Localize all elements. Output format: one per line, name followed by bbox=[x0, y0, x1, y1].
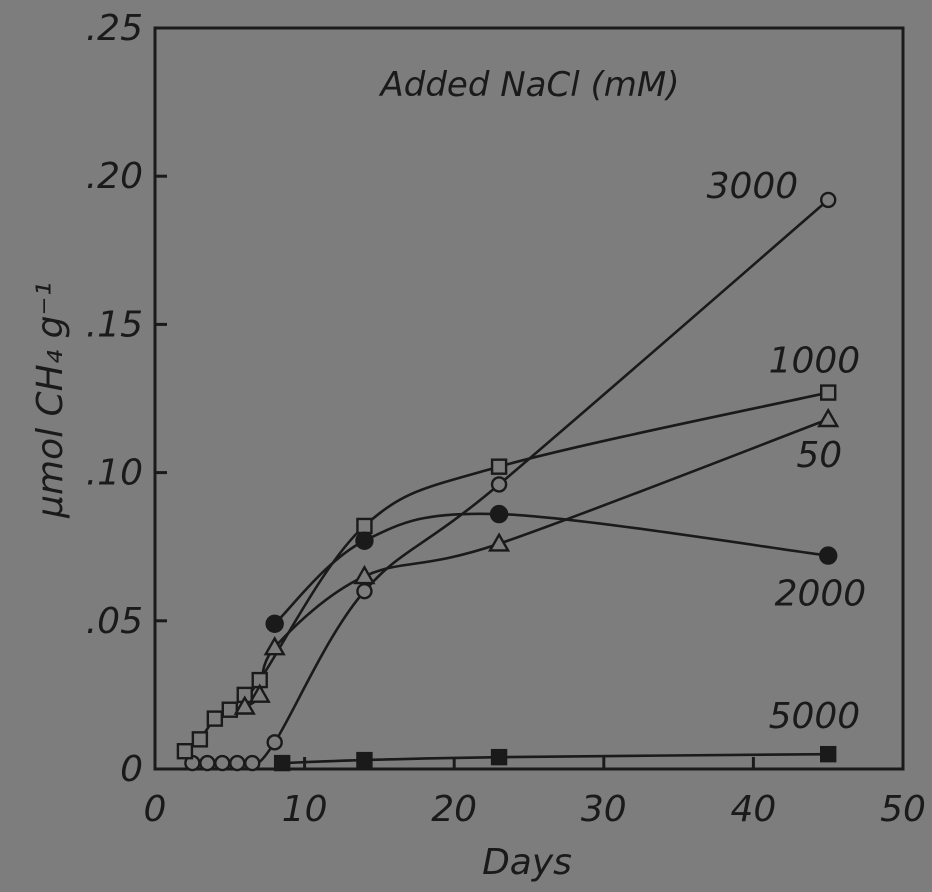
point-2000-3 bbox=[819, 546, 838, 565]
series-line-1000 bbox=[184, 391, 829, 753]
y-tick-label-0: 0 bbox=[120, 749, 143, 790]
point-3000-1 bbox=[199, 754, 216, 772]
x-tick-label-0: 0 bbox=[144, 789, 167, 830]
point-5000-1 bbox=[356, 751, 373, 769]
point-50-1 bbox=[248, 683, 271, 703]
point-3000-7 bbox=[490, 476, 508, 493]
point-2000-1 bbox=[355, 531, 374, 550]
y-tick-label-3: .15 bbox=[86, 304, 143, 345]
point-50-5 bbox=[817, 407, 840, 428]
point-1000-6 bbox=[356, 517, 373, 535]
series-line-3000 bbox=[192, 198, 830, 766]
point-3000-8 bbox=[820, 191, 837, 209]
point-5000-0 bbox=[273, 754, 291, 772]
point-50-0 bbox=[233, 695, 256, 715]
series-label-3000: 3000 bbox=[707, 166, 799, 207]
x-tick-label-1: 10 bbox=[282, 789, 328, 830]
x-tick-label-3: 30 bbox=[581, 789, 627, 830]
point-1000-7 bbox=[490, 458, 508, 475]
chart-title: Added NaCl (mM) bbox=[379, 65, 680, 105]
point-3000-4 bbox=[244, 754, 261, 772]
point-1000-8 bbox=[820, 384, 837, 401]
point-3000-6 bbox=[356, 582, 373, 600]
point-50-2 bbox=[263, 636, 286, 656]
point-5000-3 bbox=[820, 745, 837, 763]
series-line-2000 bbox=[273, 512, 829, 625]
point-2000-0 bbox=[265, 614, 284, 633]
point-3000-2 bbox=[214, 754, 231, 772]
y-tick-label-1: .05 bbox=[86, 601, 143, 642]
y-tick-label-5: .25 bbox=[86, 8, 143, 49]
x-tick-label-4: 40 bbox=[730, 789, 776, 830]
y-tick-label-2: .10 bbox=[86, 453, 143, 494]
series-label-50: 50 bbox=[796, 435, 842, 476]
point-1000-0 bbox=[176, 743, 194, 760]
plot-frame bbox=[153, 26, 905, 771]
series-label-1000: 1000 bbox=[769, 341, 861, 382]
series-line-5000 bbox=[282, 752, 829, 765]
point-50-3 bbox=[353, 564, 376, 585]
series-label-5000: 5000 bbox=[769, 696, 861, 737]
series-label-2000: 2000 bbox=[775, 574, 867, 615]
x-axis-label: Days bbox=[482, 842, 572, 883]
x-tick-label-2: 20 bbox=[431, 789, 477, 830]
point-2000-2 bbox=[489, 504, 509, 524]
point-3000-3 bbox=[229, 754, 246, 772]
point-50-4 bbox=[488, 532, 511, 552]
point-5000-2 bbox=[490, 748, 508, 766]
point-1000-1 bbox=[191, 731, 209, 748]
y-tick-label-4: .20 bbox=[86, 156, 143, 197]
y-axis-label: μmol CH₄ g⁻¹ bbox=[30, 282, 71, 519]
point-1000-2 bbox=[206, 710, 224, 727]
x-tick-label-5: 50 bbox=[880, 789, 926, 830]
point-3000-5 bbox=[266, 734, 283, 751]
